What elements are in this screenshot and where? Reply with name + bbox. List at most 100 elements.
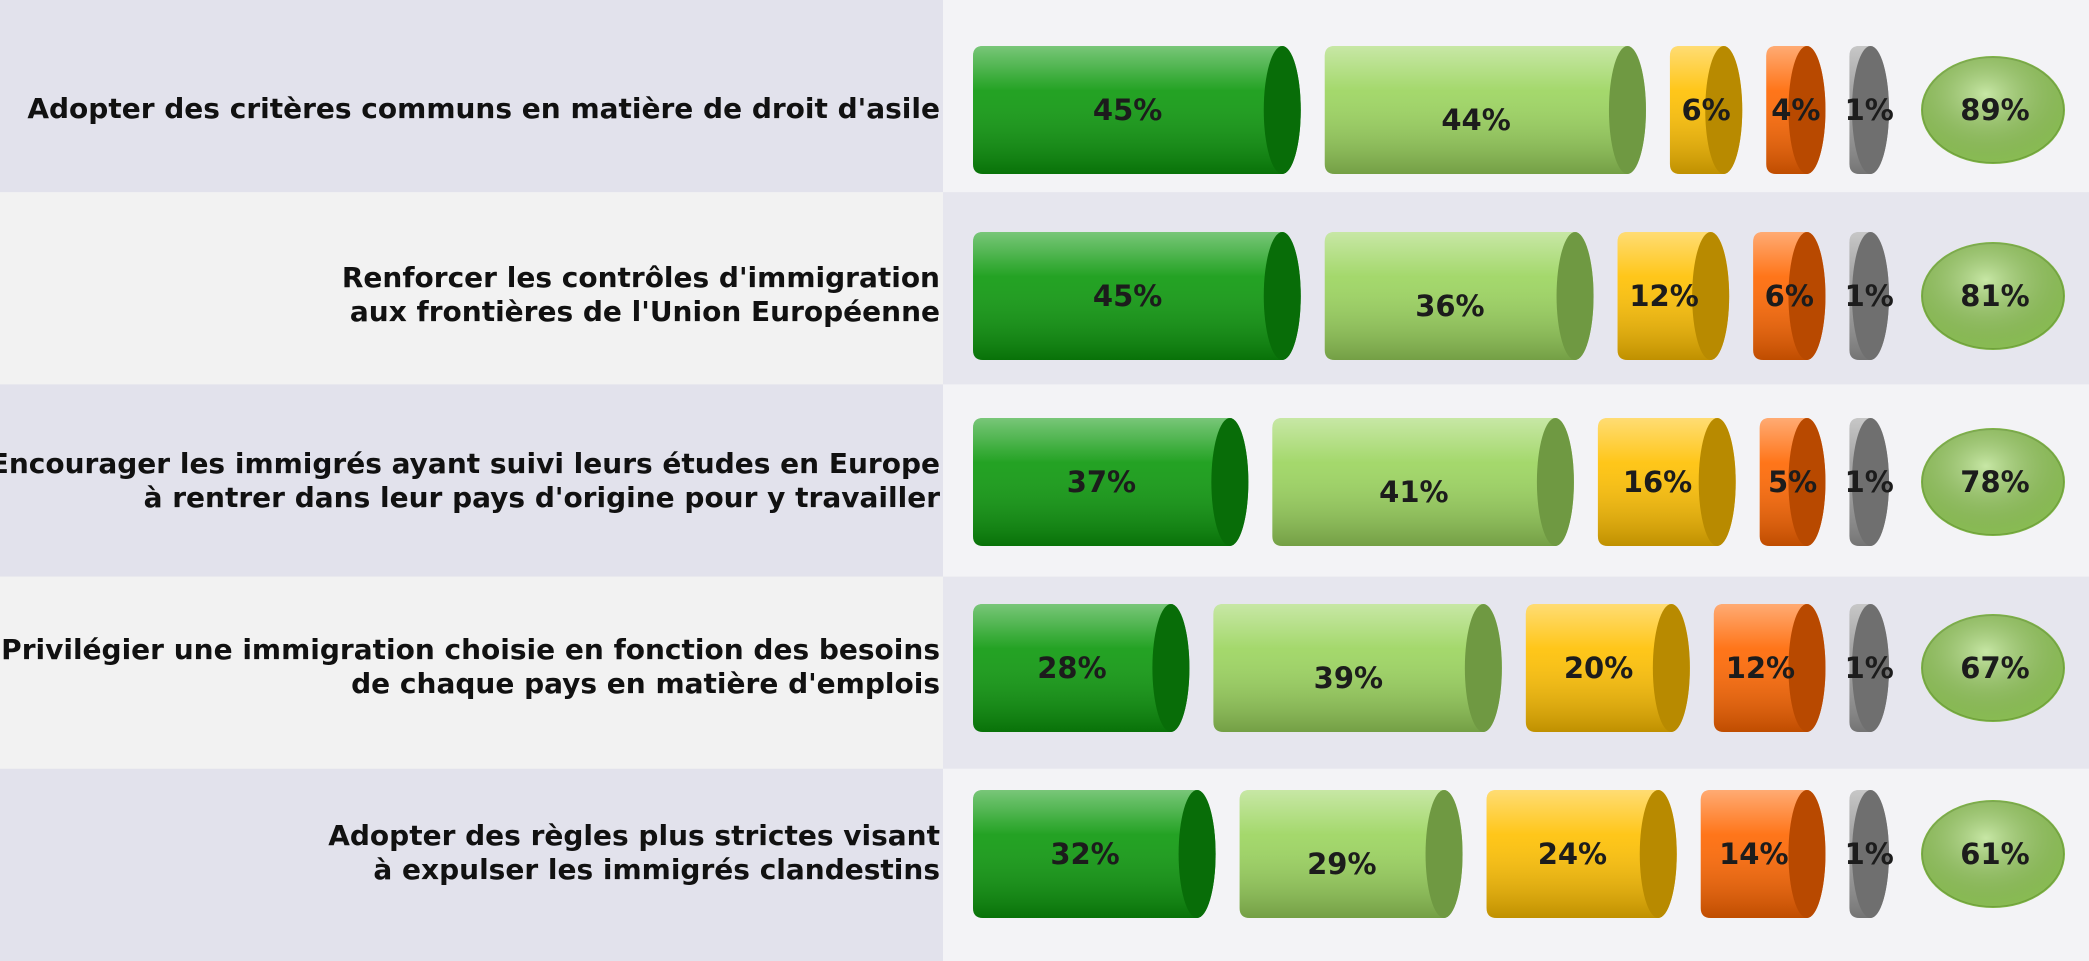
bar-cap: [1639, 790, 1677, 918]
bar-shade: [973, 604, 1190, 732]
value-label: 20%: [1564, 651, 1633, 685]
bar-cap: [1425, 790, 1463, 918]
bar-shade: [973, 790, 1216, 918]
bar: [1849, 46, 1889, 174]
bar-cap: [1788, 418, 1826, 546]
category-label: Renforcer les contrôles d'immigration aux…: [342, 261, 940, 328]
bar-shade: [973, 418, 1249, 546]
value-label: 36%: [1415, 289, 1484, 323]
bar-cap: [1152, 604, 1190, 732]
total-shine: [1922, 615, 2064, 721]
row-band: [0, 768, 943, 961]
bar-cap: [1608, 46, 1646, 174]
value-label: 5%: [1768, 465, 1817, 499]
total-label: 78%: [1960, 465, 2029, 499]
category-label: Adopter des critères communs en matière …: [27, 92, 940, 125]
value-label: 39%: [1314, 661, 1383, 695]
value-label: 28%: [1037, 651, 1106, 685]
bar: [1525, 604, 1690, 732]
bar: [1617, 232, 1730, 360]
bar: [1849, 232, 1889, 360]
value-label: 1%: [1845, 651, 1894, 685]
total-label: 67%: [1960, 651, 2029, 685]
value-label: 4%: [1771, 93, 1820, 127]
bar-cap: [1263, 232, 1301, 360]
bar: [1753, 232, 1826, 360]
bar: [1849, 790, 1889, 918]
value-label: 24%: [1538, 837, 1607, 871]
value-label: 29%: [1307, 847, 1376, 881]
bar: [1239, 790, 1463, 918]
value-label: 16%: [1623, 465, 1692, 499]
value-label: 14%: [1719, 837, 1788, 871]
bar-shade: [1324, 232, 1594, 360]
bar-shade: [1525, 604, 1690, 732]
bar: [973, 46, 1301, 174]
total-shine: [1922, 429, 2064, 535]
value-label: 6%: [1681, 93, 1730, 127]
total-shine: [1922, 57, 2064, 163]
total-shine: [1922, 243, 2064, 349]
bar-cap: [1178, 790, 1216, 918]
bar-cap: [1705, 46, 1743, 174]
value-label: 45%: [1093, 93, 1162, 127]
value-label: 1%: [1845, 465, 1894, 499]
bar-cap: [1852, 604, 1889, 732]
value-label: 1%: [1845, 279, 1894, 313]
bar-cap: [1852, 790, 1889, 918]
bar-shade: [1486, 790, 1677, 918]
plot: Adopter des critères communs en matière …: [0, 46, 2065, 918]
bar-cap: [1788, 790, 1826, 918]
bar-shade: [973, 46, 1301, 174]
row-band: [0, 576, 943, 769]
bar: [1324, 232, 1594, 360]
bar-shade: [1272, 418, 1574, 546]
bar-cap: [1852, 46, 1889, 174]
bar: [1669, 46, 1743, 174]
value-label: 37%: [1067, 465, 1136, 499]
bar: [1486, 790, 1677, 918]
value-label: 32%: [1050, 837, 1119, 871]
bar: [1597, 418, 1736, 546]
bar-cap: [1788, 232, 1826, 360]
category-label: Encourager les immigrés ayant suivi leur…: [0, 447, 940, 514]
value-label: 1%: [1845, 837, 1894, 871]
bar: [1849, 604, 1889, 732]
total-label: 61%: [1960, 837, 2029, 871]
value-label: 44%: [1441, 103, 1510, 137]
bar-cap: [1852, 418, 1889, 546]
value-label: 45%: [1093, 279, 1162, 313]
bar-cap: [1211, 418, 1249, 546]
bar-shade: [1324, 46, 1646, 174]
total-label: 89%: [1960, 93, 2029, 127]
bar: [1759, 418, 1826, 546]
total-label: 81%: [1960, 279, 2029, 313]
bar: [1272, 418, 1574, 546]
value-label: 1%: [1845, 93, 1894, 127]
value-label: 41%: [1379, 475, 1448, 509]
bar: [1700, 790, 1826, 918]
bar: [973, 790, 1216, 918]
bar-cap: [1652, 604, 1690, 732]
bar-cap: [1788, 604, 1826, 732]
total-shine: [1922, 801, 2064, 907]
category-label: Privilégier une immigration choisie en f…: [1, 633, 940, 700]
bar-cap: [1692, 232, 1730, 360]
bar: [1766, 46, 1826, 174]
row-band: [0, 192, 943, 385]
bar-cap: [1536, 418, 1574, 546]
bar-shade: [973, 232, 1301, 360]
bar: [1213, 604, 1502, 732]
value-label: 6%: [1765, 279, 1814, 313]
bar-cap: [1263, 46, 1301, 174]
bar: [1324, 46, 1646, 174]
bar-shade: [1239, 790, 1463, 918]
row-band: [0, 0, 943, 193]
category-label: Adopter des règles plus strictes visant à…: [328, 819, 940, 886]
bar-cap: [1556, 232, 1594, 360]
value-label: 12%: [1726, 651, 1795, 685]
bar-shade: [1213, 604, 1502, 732]
bar-cap: [1852, 232, 1889, 360]
